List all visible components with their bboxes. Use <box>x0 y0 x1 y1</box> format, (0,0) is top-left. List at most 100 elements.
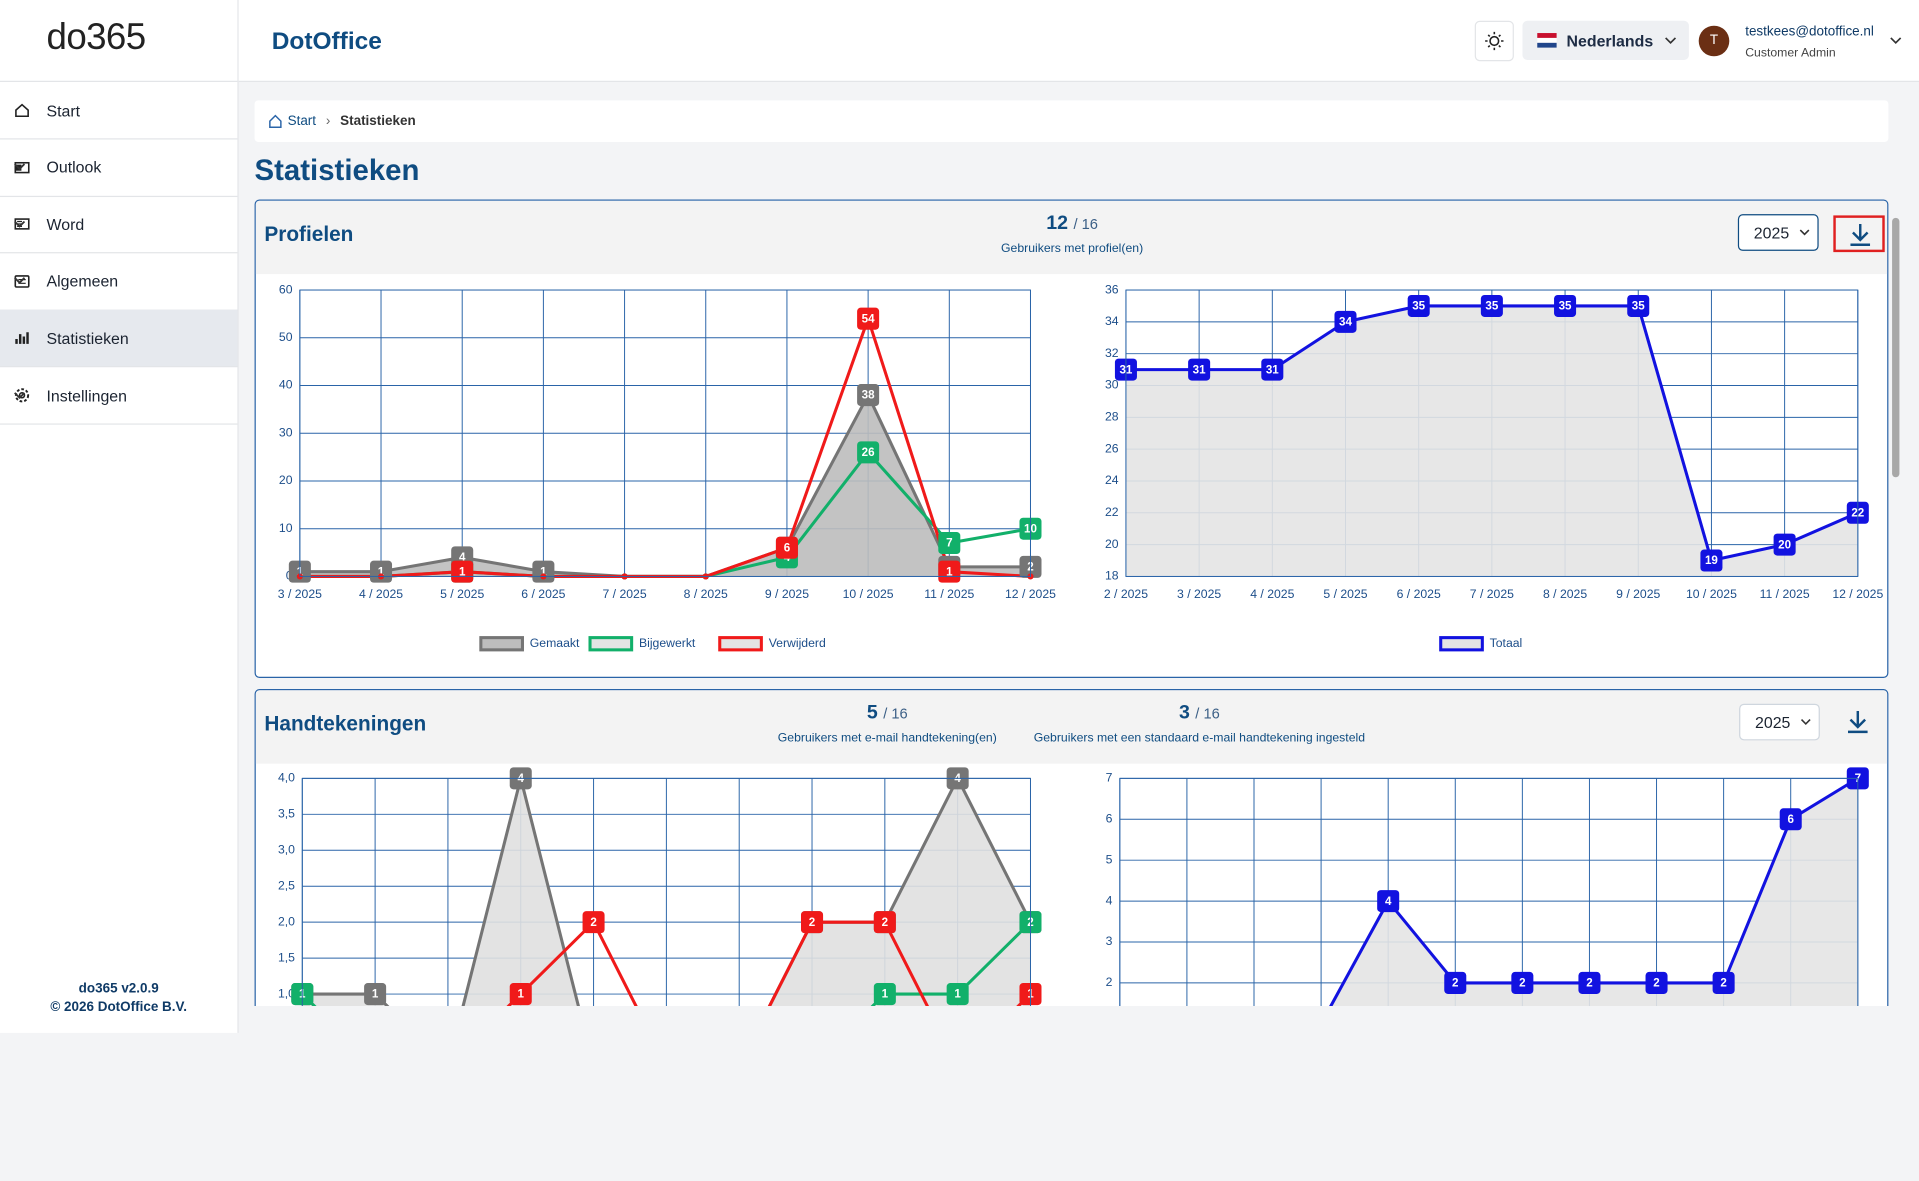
x-tick-label: 3 / 2025 <box>1177 587 1221 601</box>
point-marker <box>873 911 896 934</box>
y-tick-label: 34 <box>1105 314 1119 328</box>
point-marker <box>938 560 961 583</box>
point-marker <box>509 983 532 1006</box>
point-marker <box>1627 294 1650 317</box>
point-label: 35 <box>1559 300 1572 313</box>
x-tick-label: 7 / 2025 <box>1470 587 1514 601</box>
nav-icon <box>15 332 29 345</box>
x-tick-label: 4 / 2025 <box>359 587 403 601</box>
legend-label: Verwijderd <box>769 636 826 650</box>
y-tick-label: 5 <box>1106 852 1113 866</box>
point-marker <box>1700 549 1723 572</box>
stat-total: / 16 <box>1073 215 1098 233</box>
user-menu-chevron[interactable] <box>1890 37 1902 46</box>
point-marker <box>451 560 474 583</box>
point-label: 6 <box>1787 813 1794 826</box>
stat-total: / 16 <box>883 704 908 723</box>
language-label: Nederlands <box>1566 31 1654 51</box>
y-tick-label: 0,0 <box>278 1058 295 1072</box>
nav-item[interactable]: Word <box>0 196 238 254</box>
point-label: 19 <box>1705 554 1718 567</box>
area <box>302 778 1031 1007</box>
point-label: 38 <box>862 389 875 402</box>
y-tick-label: 28 <box>1105 410 1119 424</box>
breadcrumb-current: Statistieken <box>340 113 416 129</box>
nav-label: Start <box>46 100 81 120</box>
legend-label: Totaal <box>1490 636 1523 650</box>
y-tick-label: 3,5 <box>278 807 295 821</box>
legend-swatch <box>588 636 634 652</box>
point <box>1184 1062 1190 1068</box>
language-select[interactable]: Nederlands <box>1522 20 1689 60</box>
scrollbar[interactable] <box>1891 202 1903 1006</box>
point-marker <box>857 307 880 330</box>
chevron <box>1665 37 1677 45</box>
nav-item[interactable]: Instellingen <box>0 367 238 425</box>
y-tick-label: 22 <box>1105 505 1119 519</box>
point-label: 1 <box>540 565 547 578</box>
scroll-thumb[interactable] <box>1892 217 1900 478</box>
x-tick-label: 11 / 2025 <box>1760 587 1810 601</box>
plot-frame <box>1119 777 1859 1007</box>
nav-item[interactable]: Statistieken <box>0 310 238 368</box>
nav-item[interactable]: Algemeen <box>0 253 238 311</box>
line <box>302 776 1032 1007</box>
y-tick-label: 50 <box>279 330 293 344</box>
copyright: © 2026 DotOffice B.V. <box>50 999 188 1015</box>
point-marker <box>1377 890 1400 913</box>
point-marker <box>938 532 961 555</box>
point-label: 1 <box>459 565 466 578</box>
plot-frame <box>299 289 1031 577</box>
point-label: 35 <box>1632 300 1645 313</box>
y-tick-label: 20 <box>1105 537 1119 551</box>
point <box>663 1063 669 1069</box>
nav-chevron <box>14 277 26 285</box>
point-label: 1 <box>882 988 889 1001</box>
point <box>518 1063 524 1069</box>
legend-swatch <box>479 636 524 652</box>
point-marker <box>1407 294 1430 317</box>
legend-label: Bijgewerkt <box>639 636 696 650</box>
point-marker <box>1334 310 1357 333</box>
point-label: 1 <box>954 988 961 1001</box>
nav-item[interactable]: Start <box>0 82 238 140</box>
stat-count: 12 <box>1046 212 1069 234</box>
year-select[interactable]: 2025 <box>1739 703 1820 741</box>
theme-button[interactable] <box>1474 20 1514 62</box>
download-button[interactable] <box>1833 705 1884 742</box>
nav-label: Instellingen <box>46 386 128 405</box>
point-marker <box>532 560 555 583</box>
x-tick-label: 7 / 2025 <box>602 587 646 601</box>
nav-icon <box>14 388 30 403</box>
point-marker <box>582 911 605 934</box>
point-marker <box>857 384 880 407</box>
point-label: 1 <box>946 565 953 578</box>
point-label: 54 <box>862 312 875 325</box>
nav-label: Outlook <box>46 157 102 177</box>
legend-swatch <box>1439 636 1484 652</box>
y-tick-label: 30 <box>1105 378 1119 392</box>
stat-total: / 16 <box>1195 704 1220 723</box>
point-label: 31 <box>1193 363 1206 376</box>
nav-chevron <box>14 220 26 228</box>
y-tick-label: 7 <box>1106 771 1113 785</box>
nav-item[interactable]: Outlook <box>0 139 238 197</box>
point-marker <box>857 441 880 464</box>
logo: do365 <box>47 17 147 59</box>
main: Start › Statistieken Statistieken Profie… <box>254 100 1903 1007</box>
point-label: 31 <box>1266 363 1279 376</box>
download-button[interactable] <box>1833 215 1885 253</box>
download-icon <box>1850 223 1871 246</box>
point-marker <box>1779 808 1802 831</box>
point-label: 34 <box>1339 316 1352 329</box>
point <box>736 1063 742 1069</box>
year-select[interactable]: 2025 <box>1737 214 1819 251</box>
point-label: 7 <box>946 537 952 550</box>
breadcrumb-link[interactable]: Start <box>287 113 317 129</box>
point-label: 2 <box>1586 977 1592 990</box>
avatar[interactable]: T <box>1698 25 1730 57</box>
x-tick-label: 9 / 2025 <box>765 587 809 601</box>
point <box>955 1063 961 1069</box>
year-label: 2025 <box>1753 223 1790 242</box>
x-tick-label: 5 / 2025 <box>440 587 484 601</box>
